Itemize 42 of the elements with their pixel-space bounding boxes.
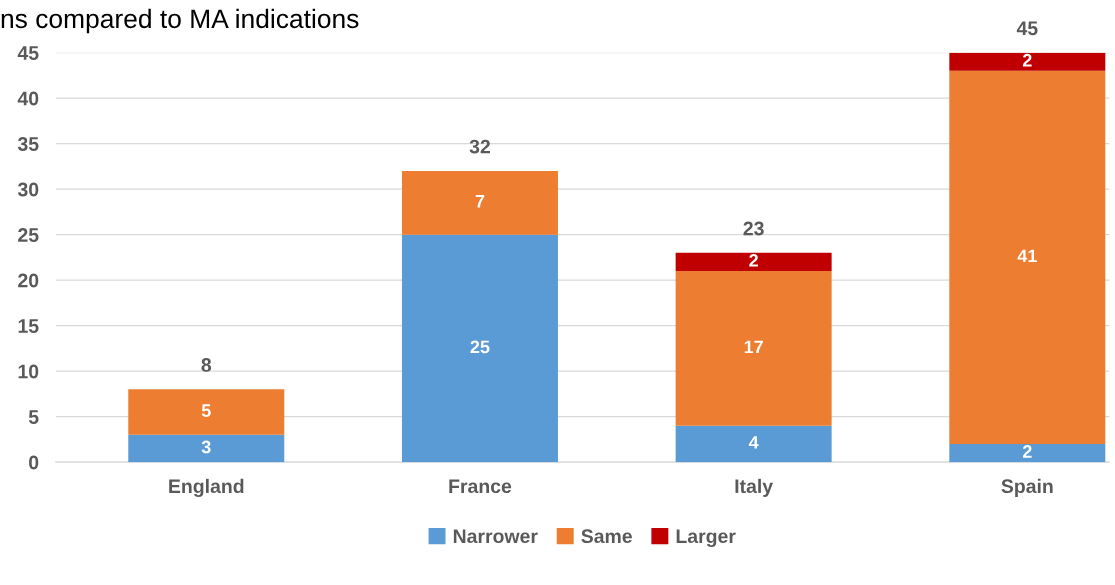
data-label: 25 bbox=[470, 340, 490, 354]
bar bbox=[949, 70, 1106, 444]
y-tick-label: 45 bbox=[17, 46, 39, 60]
y-tick-label: 35 bbox=[17, 137, 39, 151]
x-tick-label: Spain bbox=[1001, 478, 1053, 497]
y-tick-label: 20 bbox=[18, 273, 39, 288]
data-label: 17 bbox=[744, 340, 763, 354]
data-label: 3 bbox=[201, 440, 211, 454]
bar bbox=[401, 170, 558, 235]
data-label: 5 bbox=[201, 404, 211, 417]
chart-title: ns compared to MA indications bbox=[1, 8, 359, 34]
total-label: 23 bbox=[743, 221, 764, 236]
y-tick-label: 10 bbox=[18, 364, 39, 379]
data-label: 7 bbox=[475, 195, 485, 208]
x-tick-label: Italy bbox=[735, 478, 773, 497]
total-label: 45 bbox=[1016, 21, 1038, 36]
bar bbox=[128, 434, 285, 463]
legend-label: Same bbox=[581, 529, 632, 544]
x-tick-label: England bbox=[169, 478, 244, 498]
data-label: 4 bbox=[748, 436, 759, 449]
bar bbox=[675, 271, 832, 426]
y-tick-label: 15 bbox=[18, 319, 39, 333]
x-tick-label: France bbox=[449, 479, 512, 494]
data-label: 2 bbox=[1022, 53, 1032, 67]
y-tick-label: 0 bbox=[29, 455, 39, 470]
bar bbox=[128, 389, 285, 435]
total-label: 8 bbox=[201, 358, 212, 372]
data-label: 41 bbox=[1017, 249, 1037, 263]
bar bbox=[401, 234, 558, 463]
legend-label: Larger bbox=[676, 529, 736, 548]
bar bbox=[949, 52, 1106, 71]
y-tick-label: 30 bbox=[17, 182, 39, 197]
data-label: 2 bbox=[1022, 445, 1032, 458]
y-tick-label: 40 bbox=[17, 91, 39, 106]
bar bbox=[675, 252, 832, 272]
y-tick-label: 5 bbox=[28, 410, 39, 424]
bar bbox=[949, 443, 1106, 463]
data-label: 2 bbox=[749, 254, 758, 267]
total-label: 32 bbox=[469, 139, 490, 154]
bar bbox=[675, 425, 832, 463]
legend-label: Narrower bbox=[453, 529, 538, 544]
y-tick-label: 25 bbox=[18, 228, 39, 242]
